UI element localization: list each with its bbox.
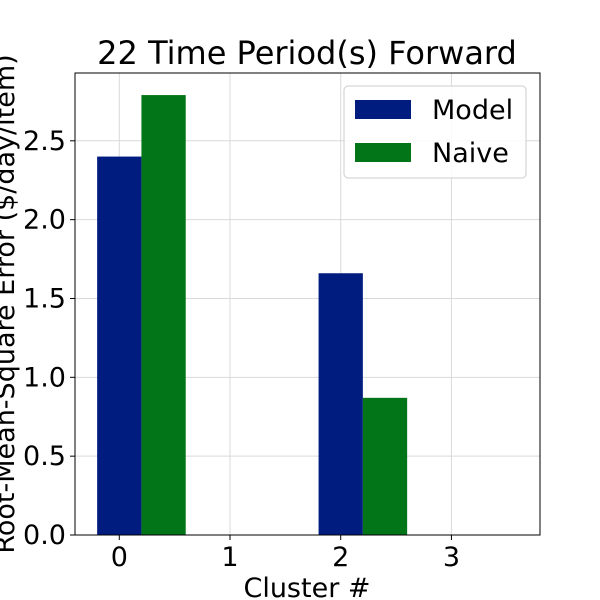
- x-tick-label: 1: [221, 542, 238, 573]
- y-tick-label: 1.5: [23, 283, 66, 314]
- bar-model: [97, 156, 142, 536]
- bar-naive: [141, 95, 186, 536]
- legend-swatch: [355, 100, 411, 119]
- bar-naive: [362, 397, 408, 535]
- y-tick-label: 2.0: [23, 205, 66, 236]
- bars: [97, 95, 408, 536]
- legend-label: Naive: [432, 138, 509, 169]
- y-axis-label: Root-Mean-Square Error ($/day/item): [0, 54, 21, 553]
- legend: Model Naive: [343, 85, 527, 179]
- y-ticks: 0.0 0.5 1.0 1.5 2.0 2.5: [23, 126, 75, 551]
- y-tick-label: 0.5: [23, 441, 66, 472]
- chart-title: 22 Time Period(s) Forward: [97, 34, 517, 72]
- bar-model: [318, 273, 363, 535]
- plot-frame: [74, 72, 541, 536]
- x-axis-label: Cluster #: [243, 573, 370, 600]
- y-tick-label: 1.0: [23, 362, 66, 393]
- legend-label: Model: [432, 95, 513, 126]
- legend-swatch: [355, 143, 411, 162]
- x-tick-label: 0: [111, 542, 128, 573]
- y-tick-label: 0.0: [23, 520, 66, 551]
- x-tick-label: 2: [332, 542, 349, 573]
- y-tick-label: 2.5: [23, 126, 66, 157]
- x-tick-label: 3: [443, 542, 460, 573]
- x-ticks: 0 1 2 3: [111, 535, 460, 573]
